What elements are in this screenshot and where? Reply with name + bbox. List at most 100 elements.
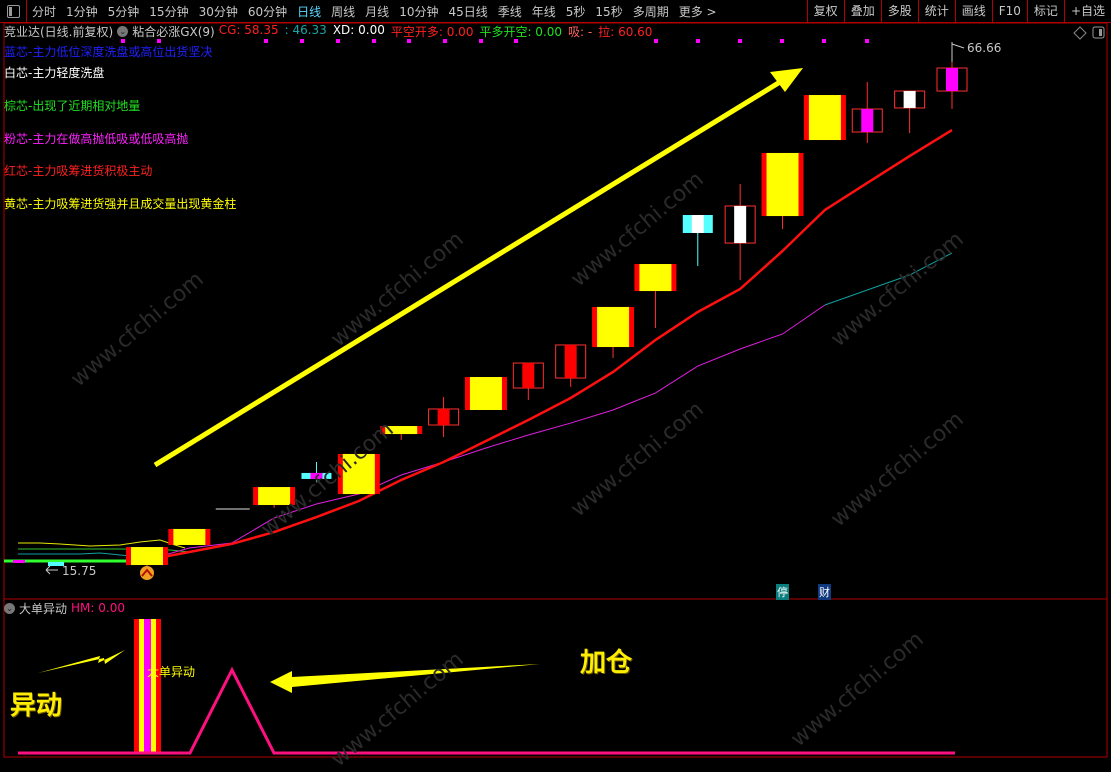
- period-tab[interactable]: 10分钟: [399, 4, 439, 19]
- period-tab[interactable]: 周线: [331, 4, 356, 19]
- panel-switch-icon[interactable]: [1092, 26, 1105, 39]
- candle[interactable]: [168, 528, 211, 545]
- toolbar-button[interactable]: 标记: [1026, 0, 1064, 22]
- period-tab[interactable]: 1分钟: [66, 4, 98, 19]
- legend-item: 棕芯-出现了近期相对地量: [4, 99, 141, 113]
- signal-dot: [865, 39, 869, 43]
- legend-item: 白芯-主力轻度洗盘: [4, 66, 105, 80]
- candle[interactable]: [761, 152, 804, 229]
- early-candle: [13, 560, 25, 563]
- toolbar-button[interactable]: 画线: [954, 0, 992, 22]
- candle-core: [258, 487, 291, 506]
- toolbar-button[interactable]: 统计: [917, 0, 955, 22]
- signal-dot: [336, 39, 340, 43]
- signal-dot: [157, 39, 161, 43]
- period-tab[interactable]: 30分钟: [198, 4, 238, 19]
- ma-green-early: [18, 548, 191, 553]
- candle[interactable]: [126, 547, 168, 568]
- toolbar-button[interactable]: 复权: [806, 0, 844, 22]
- signal-dot: [738, 39, 742, 43]
- early-candle: [48, 562, 64, 566]
- signal-dot: [780, 39, 784, 43]
- indicator-value: : 46.33: [284, 22, 327, 37]
- suspension-marker[interactable]: 停: [776, 584, 789, 600]
- trend-arrow-head-icon: [770, 68, 803, 92]
- high-marker-icon: [951, 42, 965, 62]
- period-tab[interactable]: 分时: [32, 4, 57, 19]
- candle[interactable]: [592, 306, 635, 359]
- diamond-icon[interactable]: [1073, 26, 1087, 40]
- candle[interactable]: [851, 81, 883, 144]
- candle[interactable]: [634, 264, 677, 329]
- candle-core: [469, 377, 502, 411]
- period-tab[interactable]: 多周期: [632, 4, 669, 19]
- period-tab[interactable]: 5分钟: [107, 4, 140, 19]
- toolbar-button[interactable]: 多股: [880, 0, 918, 22]
- panel-switch-icon-fill: [1099, 29, 1102, 36]
- period-tab[interactable]: 15秒: [595, 4, 623, 19]
- period-tab[interactable]: 季线: [497, 4, 522, 19]
- candle[interactable]: [337, 453, 380, 495]
- toolbar-button[interactable]: 叠加: [843, 0, 881, 22]
- finance-marker[interactable]: 财: [818, 584, 831, 600]
- period-tab[interactable]: 更多 >: [678, 4, 717, 19]
- period-tab[interactable]: 日线: [297, 4, 322, 19]
- candle[interactable]: [253, 487, 296, 509]
- period-tab[interactable]: 60分钟: [247, 4, 288, 19]
- candle[interactable]: [380, 426, 423, 440]
- buy-signal-icon[interactable]: [140, 566, 154, 580]
- indicator-name[interactable]: 粘合必涨GX(9): [132, 24, 215, 39]
- period-tab[interactable]: 15分钟: [149, 4, 189, 19]
- candle-core: [903, 91, 916, 108]
- candle-core: [734, 205, 747, 244]
- indicator-value: 平空开多: 0.00: [390, 24, 474, 39]
- legend-item: 红芯-主力吸筹进货积极主动: [4, 164, 153, 178]
- candle-core: [766, 152, 799, 217]
- left-annotation-arrow-icon: [38, 650, 125, 673]
- period-tab[interactable]: 月线: [365, 4, 390, 19]
- signal-dot: [479, 39, 483, 43]
- candle[interactable]: [894, 90, 926, 134]
- high-price-label: 66.66: [967, 41, 1001, 55]
- ma-red-line: [146, 128, 953, 562]
- annotation-add-position: 加仓: [580, 648, 633, 678]
- candle[interactable]: [682, 214, 713, 266]
- candle-core: [639, 264, 672, 292]
- ma-teal-line: [824, 252, 953, 306]
- candle-core: [691, 214, 704, 233]
- indicator-value: 吸: -: [568, 24, 593, 39]
- period-tab[interactable]: 年线: [531, 4, 556, 19]
- indicator-header: 竞业达(日线.前复权) ⌄ 粘合必涨GX(9) CG: 58.35: 46.33…: [4, 23, 652, 39]
- indicator-menu-icon[interactable]: ⌄: [117, 25, 129, 37]
- candle-core: [597, 306, 630, 348]
- candle[interactable]: [555, 344, 587, 387]
- candle-core: [437, 408, 450, 425]
- legend-item: 黄芯-主力吸筹进货强并且成交量出现黄金柱: [4, 197, 237, 211]
- toolbar-button[interactable]: +自选: [1063, 0, 1111, 22]
- sub-indicator-name[interactable]: 大单异动: [19, 601, 68, 616]
- sub-indicator-menu-icon[interactable]: ⌄: [4, 602, 15, 614]
- candle[interactable]: [464, 377, 507, 411]
- indicator-value: XD: 0.00: [332, 22, 385, 37]
- candle-core: [173, 528, 206, 545]
- signal-dot: [696, 39, 700, 43]
- stock-title: 竞业达(日线.前复权): [4, 24, 114, 39]
- chevron-up-icon: [141, 568, 153, 577]
- period-tab[interactable]: 5秒: [565, 4, 586, 19]
- candle[interactable]: [936, 45, 968, 110]
- toolbar-button[interactable]: F10: [991, 0, 1027, 22]
- panel-toggle-button[interactable]: [0, 0, 27, 22]
- candle-core: [342, 453, 375, 495]
- candle[interactable]: [512, 362, 544, 401]
- signal-dot: [300, 39, 304, 43]
- legend-item: 粉芯-主力在做高抛低吸或低吸高抛: [4, 132, 189, 146]
- candle-core: [861, 109, 874, 133]
- candle-core: [385, 426, 418, 435]
- candle[interactable]: [724, 183, 756, 281]
- candle[interactable]: [301, 461, 332, 483]
- period-tab[interactable]: 45日线: [448, 4, 488, 19]
- candle-core: [522, 363, 535, 389]
- candle[interactable]: [803, 95, 846, 141]
- candle[interactable]: [428, 396, 460, 438]
